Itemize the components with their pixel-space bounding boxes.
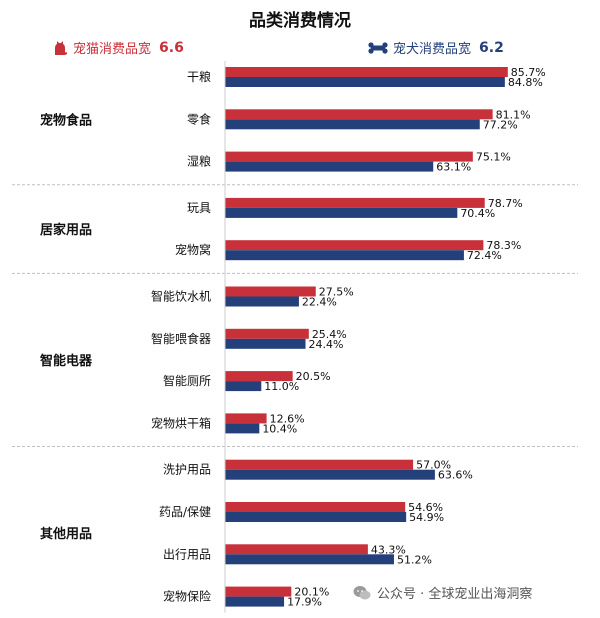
bar-cat-value: 12.6%: [270, 412, 305, 425]
bar-dog-value: 10.4%: [262, 422, 297, 435]
bar-cat: [225, 544, 368, 555]
bar-dog: [225, 512, 407, 522]
bar-dog: [225, 469, 435, 480]
bar-cat-value: 54.6%: [408, 501, 443, 514]
bar-dog: [225, 77, 505, 87]
bar-cat: [225, 197, 485, 208]
watermark: 公众号 · 全球宠业出海洞察: [353, 583, 532, 602]
bar-cat-value: 78.7%: [488, 197, 523, 210]
bar-dog: [225, 161, 434, 172]
wechat-icon: [353, 585, 371, 599]
bar-cat: [225, 286, 316, 297]
category-label: 干粮: [187, 69, 211, 84]
bar-cat: [225, 67, 508, 77]
bar-cat: [225, 586, 292, 597]
category-label: 零食: [187, 111, 211, 126]
chart-title: 品类消费情况: [249, 11, 351, 31]
bar-dog: [225, 381, 262, 392]
bar-dog-value: 72.4%: [467, 249, 502, 262]
bar-cat-value: 20.1%: [294, 586, 329, 599]
bar-cat: [225, 371, 293, 382]
watermark-text: 公众号 · 全球宠业出海洞察: [377, 587, 533, 602]
bar-dog: [225, 596, 285, 607]
group-label: 其他用品: [40, 526, 92, 542]
bar-dog-value: 24.4%: [309, 338, 344, 351]
bar-dog: [225, 207, 458, 218]
bar-cat: [225, 502, 406, 512]
bar-cat: [225, 459, 414, 470]
group-label: 居家用品: [40, 222, 92, 238]
bar-dog-value: 54.9%: [409, 511, 444, 524]
category-label: 宠物烘干箱: [151, 415, 211, 430]
category-label: 洗护用品: [163, 463, 211, 477]
bar-dog: [225, 338, 306, 349]
bar-cat: [225, 109, 493, 120]
category-label: 智能厕所: [163, 373, 211, 388]
bar-cat-value: 20.5%: [296, 370, 331, 383]
bar-cat-value: 85.7%: [511, 66, 546, 79]
bar-dog: [225, 554, 394, 565]
legend-dog-value: 6.2: [479, 39, 504, 56]
legend-cat-value: 6.6: [159, 39, 184, 56]
bar-dog-value: 11.0%: [264, 380, 299, 393]
category-label: 智能喂食器: [151, 331, 211, 346]
bar-dog: [225, 250, 464, 261]
category-label: 湿粮: [187, 154, 211, 169]
legend-dog-label: 宠犬消费品宽: [393, 42, 472, 57]
bar-cat-value: 25.4%: [312, 328, 347, 341]
bar-cat-value: 75.1%: [476, 151, 511, 164]
group-label: 智能电器: [40, 353, 93, 369]
category-label: 宠物窝: [175, 242, 211, 257]
bar-dog-value: 77.2%: [483, 118, 518, 131]
bar-cat-value: 57.0%: [416, 459, 451, 472]
bar-dog-value: 22.4%: [302, 296, 337, 309]
bar-dog-value: 17.9%: [287, 596, 322, 609]
bone-icon: [368, 41, 388, 54]
bar-cat: [225, 328, 309, 339]
category-label: 药品/保健: [159, 505, 211, 519]
category-label: 玩具: [187, 201, 211, 215]
category-label: 智能饮水机: [151, 289, 211, 304]
bar-dog-value: 84.8%: [508, 76, 543, 89]
group-label: 宠物食品: [40, 112, 92, 128]
bar-cat: [225, 413, 267, 424]
bar-dog: [225, 296, 299, 307]
bar-cat-value: 81.1%: [496, 108, 531, 121]
legend-dog: 宠犬消费品宽 6.2: [368, 38, 504, 57]
legend-cat-label: 宠猫消费品宽: [73, 42, 152, 57]
bar-dog-value: 51.2%: [397, 553, 432, 566]
category-label: 出行用品: [163, 547, 211, 561]
bar-cat-value: 78.3%: [486, 239, 521, 252]
bar-dog: [225, 119, 480, 130]
bar-dog-value: 70.4%: [460, 207, 495, 220]
bar-cat: [225, 151, 473, 162]
bar-cat: [225, 240, 484, 251]
bar-dog-value: 63.1%: [436, 161, 471, 174]
cat-icon: [55, 40, 67, 55]
bar-cat-value: 43.3%: [371, 543, 406, 556]
legend-cat: 宠猫消费品宽 6.6: [52, 38, 184, 57]
bar-dog: [225, 423, 260, 434]
category-label: 宠物保险: [163, 589, 211, 604]
bar-dog-value: 63.6%: [438, 469, 473, 482]
bar-cat-value: 27.5%: [319, 286, 354, 299]
